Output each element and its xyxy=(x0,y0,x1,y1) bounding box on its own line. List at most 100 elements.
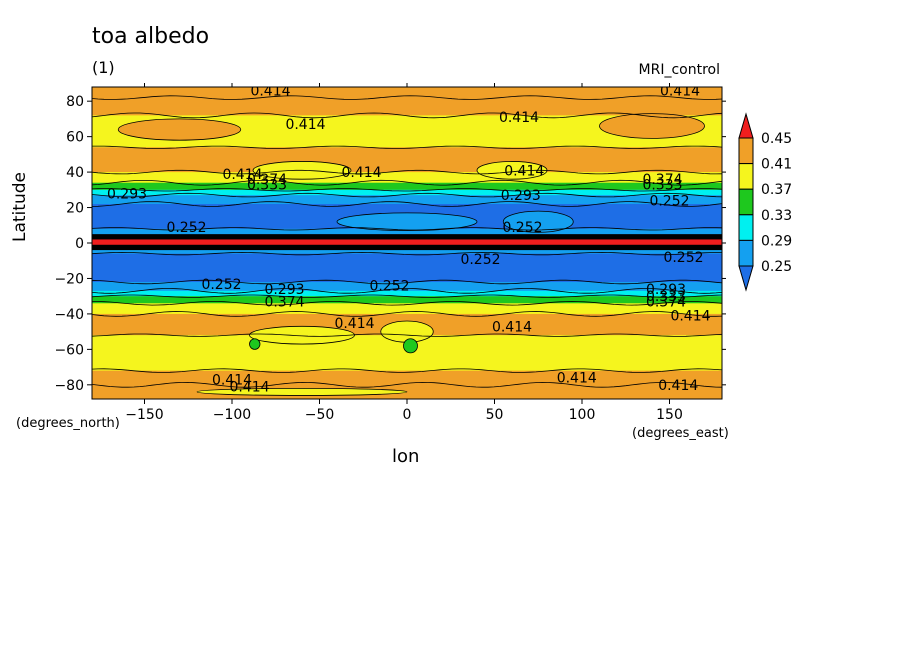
latitude-band-15 xyxy=(92,296,722,304)
x-tick-label-2: −50 xyxy=(305,407,335,423)
chart-title: toa albedo xyxy=(92,24,210,49)
y-tick-label-8: 80 xyxy=(66,94,84,110)
region-patch-8 xyxy=(249,338,261,350)
x-tick-label-5: 100 xyxy=(569,407,596,423)
y-tick-label-1: −60 xyxy=(54,342,84,358)
contour-line-13 xyxy=(92,279,722,285)
contour-label-0: 0.414 xyxy=(250,84,290,100)
latitude-band-6 xyxy=(92,189,722,196)
y-tick-label-6: 40 xyxy=(66,165,84,181)
contour-label-23: 0.333 xyxy=(646,289,686,305)
y-tick-label-2: −40 xyxy=(54,307,84,323)
contour-label-26: 0.414 xyxy=(334,316,374,332)
contour-label-27: 0.414 xyxy=(492,319,532,335)
colorbar-level-label-1: 0.29 xyxy=(761,233,792,249)
contour-label-8: 0.333 xyxy=(247,178,287,194)
y-tick-label-0: −80 xyxy=(54,378,84,394)
colorbar-level-label-5: 0.45 xyxy=(761,131,792,147)
region-patch-9 xyxy=(403,338,418,354)
contour-line-1 xyxy=(92,95,722,100)
colorbar-segment-1 xyxy=(738,163,754,190)
colorbar-level-label-4: 0.41 xyxy=(761,157,792,173)
contour-label-12: 0.293 xyxy=(501,188,541,204)
latitude-band-12 xyxy=(92,253,722,283)
contour-line-16 xyxy=(92,301,722,306)
colorbar-level-label-3: 0.37 xyxy=(761,182,792,198)
region-patch-5 xyxy=(502,210,574,233)
contour-line-6 xyxy=(92,188,722,192)
latitude-band-7 xyxy=(92,195,722,205)
equator-maximum-band xyxy=(92,239,722,245)
contour-label-7: 0.374 xyxy=(247,172,287,188)
contour-label-25: 0.414 xyxy=(670,309,710,325)
model-label: MRI_control xyxy=(638,62,720,78)
region-patch-3 xyxy=(117,118,242,141)
chart-subtitle: (1) xyxy=(92,58,115,77)
contour-label-1: 0.414 xyxy=(660,84,700,100)
latitude-band-1 xyxy=(92,97,722,116)
colorbar-level-label-0: 0.25 xyxy=(761,259,792,275)
contour-label-21: 0.374 xyxy=(264,295,304,311)
contour-line-5 xyxy=(92,179,722,186)
contour-line-12 xyxy=(92,251,722,256)
y-tick-label-3: −20 xyxy=(54,271,84,287)
contour-line-14 xyxy=(92,288,722,294)
region-patch-4 xyxy=(336,212,478,231)
contour-label-13: 0.252 xyxy=(649,193,689,209)
latitude-band-3 xyxy=(92,147,722,173)
contour-label-14: 0.252 xyxy=(166,220,206,236)
x-tick-label-1: −100 xyxy=(213,407,251,423)
axes: −150 −100 −50 0 50 100 150 −80 −60 −40 −20 0 20 40 60 8… xyxy=(54,83,726,423)
contour-line-19 xyxy=(92,368,722,373)
contour-line-2 xyxy=(92,112,722,119)
contour-label-9: 0.374 xyxy=(642,172,682,188)
contour-line-17 xyxy=(92,311,722,317)
colorbar: 0.25 0.29 0.33 0.37 0.41 0.45 xyxy=(738,112,792,292)
colorbar-min-arrow xyxy=(738,265,754,292)
region-patch-10 xyxy=(196,387,408,396)
contour-label-15: 0.252 xyxy=(502,220,542,236)
contour-line-4 xyxy=(92,169,722,175)
contour-line-9 xyxy=(92,227,722,231)
contour-label-20: 0.293 xyxy=(264,282,304,298)
latitude-band-13 xyxy=(92,282,722,292)
region-patch-2 xyxy=(599,113,705,139)
contour-line-3 xyxy=(92,145,722,149)
x-tick-label-0: −150 xyxy=(125,407,163,423)
y-axis-units: (degrees_north) xyxy=(16,416,120,431)
latitude-band-14 xyxy=(92,290,722,297)
plot-fills xyxy=(92,87,722,399)
latitude-band-4 xyxy=(92,172,722,184)
colorbar-segment-3 xyxy=(738,214,754,241)
x-tick-label-4: 50 xyxy=(486,407,504,423)
contour-label-4: 0.414 xyxy=(222,167,262,183)
x-axis-label: lon xyxy=(392,446,420,467)
contour-label-17: 0.252 xyxy=(663,250,703,266)
contour-label-2: 0.414 xyxy=(499,110,539,126)
contour-label-29: 0.414 xyxy=(557,371,597,387)
y-tick-label-7: 60 xyxy=(66,130,84,146)
colorbar-level-label-2: 0.33 xyxy=(761,208,792,224)
contour-line-18 xyxy=(92,333,722,337)
contour-label-11: 0.293 xyxy=(107,186,147,202)
y-tick-label-5: 20 xyxy=(66,201,84,217)
latitude-band-16 xyxy=(92,303,722,315)
contour-label-10: 0.333 xyxy=(642,178,682,194)
contour-label-30: 0.414 xyxy=(229,380,269,396)
latitude-band-0 xyxy=(92,87,722,99)
colorbar-max-arrow xyxy=(738,112,754,139)
contour-line-20 xyxy=(92,381,722,388)
region-patch-7 xyxy=(380,320,434,343)
contour-label-28: 0.414 xyxy=(212,373,252,389)
contour-label-19: 0.252 xyxy=(369,279,409,295)
latitude-band-5 xyxy=(92,182,722,191)
contour-label-16: 0.252 xyxy=(460,252,500,268)
contour-label-5: 0.414 xyxy=(341,165,381,181)
contour-label-18: 0.252 xyxy=(201,277,241,293)
contour-line-15 xyxy=(92,294,722,298)
colorbar-segment-2 xyxy=(738,188,754,216)
contour-line-7 xyxy=(92,192,722,198)
colorbar-segment-4 xyxy=(738,239,754,267)
